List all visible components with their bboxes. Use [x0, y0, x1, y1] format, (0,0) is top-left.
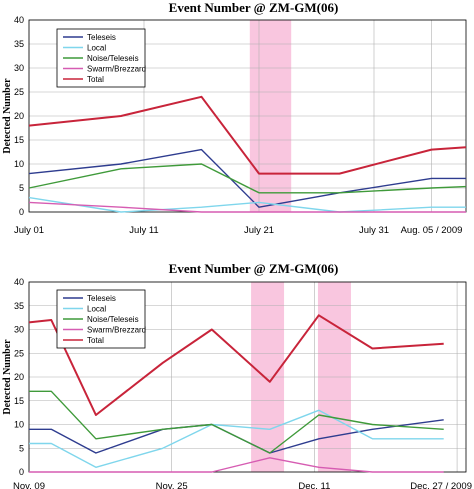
legend-label: Local: [87, 44, 106, 53]
y-tick-label: 10: [14, 420, 24, 430]
plot-frame: [28, 281, 467, 473]
x-tick-label: July 31: [359, 225, 389, 236]
chart-top: 0 5 10 15 20 25 30 35 40 July 01 July 11 July 21 Jul…: [2, 0, 467, 236]
series-line: [29, 457, 444, 473]
series-line: [28, 196, 466, 213]
legend-label: Local: [87, 305, 106, 314]
legend-label: Noise/Teleseis: [87, 54, 139, 63]
series-line: [29, 390, 444, 454]
y-tick-label: 25: [14, 348, 24, 358]
y-tick-label: 40: [14, 15, 24, 25]
legend-label: Teleseis: [87, 294, 116, 303]
chart-title: Event Number @ ZM-GM(06): [169, 0, 339, 15]
x-tick-label: July 11: [129, 225, 158, 236]
y-tick-label: 30: [14, 63, 24, 73]
y-tick-label: 15: [14, 396, 24, 406]
y-tick-label: 10: [14, 159, 24, 169]
series-line: [28, 163, 467, 194]
legend-label: Total: [87, 75, 104, 84]
x-tick-label: Dec. 27 / 2009: [410, 481, 472, 489]
x-tick-label: July 01: [14, 225, 44, 236]
legend-label: Total: [87, 336, 104, 345]
y-tick-label: 40: [14, 277, 24, 287]
y-tick-label: 20: [14, 372, 24, 382]
y-tick-label: 5: [19, 443, 24, 453]
y-tick-label: 35: [14, 301, 24, 311]
y-tick-label: 35: [14, 39, 24, 49]
series-line: [28, 148, 466, 208]
y-axis-label: Detected Number: [2, 78, 13, 154]
chart-bottom: 0 5 10 15 20 25 30 35 40 Nov. 09 Nov. 25 Dec. 11 Dec…: [2, 261, 472, 489]
series-line: [28, 95, 467, 175]
legend-label: Teleseis: [87, 33, 116, 42]
y-tick-label: 0: [19, 467, 24, 477]
y-tick-label: 5: [19, 183, 24, 193]
x-tick-label: Dec. 11: [298, 481, 330, 489]
y-tick-label: 0: [19, 207, 24, 217]
x-tick-label: Nov. 25: [156, 481, 188, 489]
legend-label: Noise/Teleseis: [87, 315, 139, 324]
y-axis-label: Detected Number: [2, 339, 13, 415]
series-line: [28, 314, 444, 416]
x-tick-label: Aug. 05 / 2009: [401, 225, 463, 236]
y-tick-label: 15: [14, 135, 24, 145]
y-tick-label: 20: [14, 111, 24, 121]
legend-label: Swarm/Brezzard: [87, 65, 146, 74]
x-tick-label: Nov. 09: [13, 481, 45, 489]
x-tick-label: July 21: [244, 225, 274, 236]
legend-label: Swarm/Brezzard: [87, 326, 146, 335]
chart-title: Event Number @ ZM-GM(06): [169, 261, 339, 276]
y-tick-label: 30: [14, 325, 24, 335]
y-tick-label: 25: [14, 87, 24, 97]
series-line: [28, 201, 466, 213]
